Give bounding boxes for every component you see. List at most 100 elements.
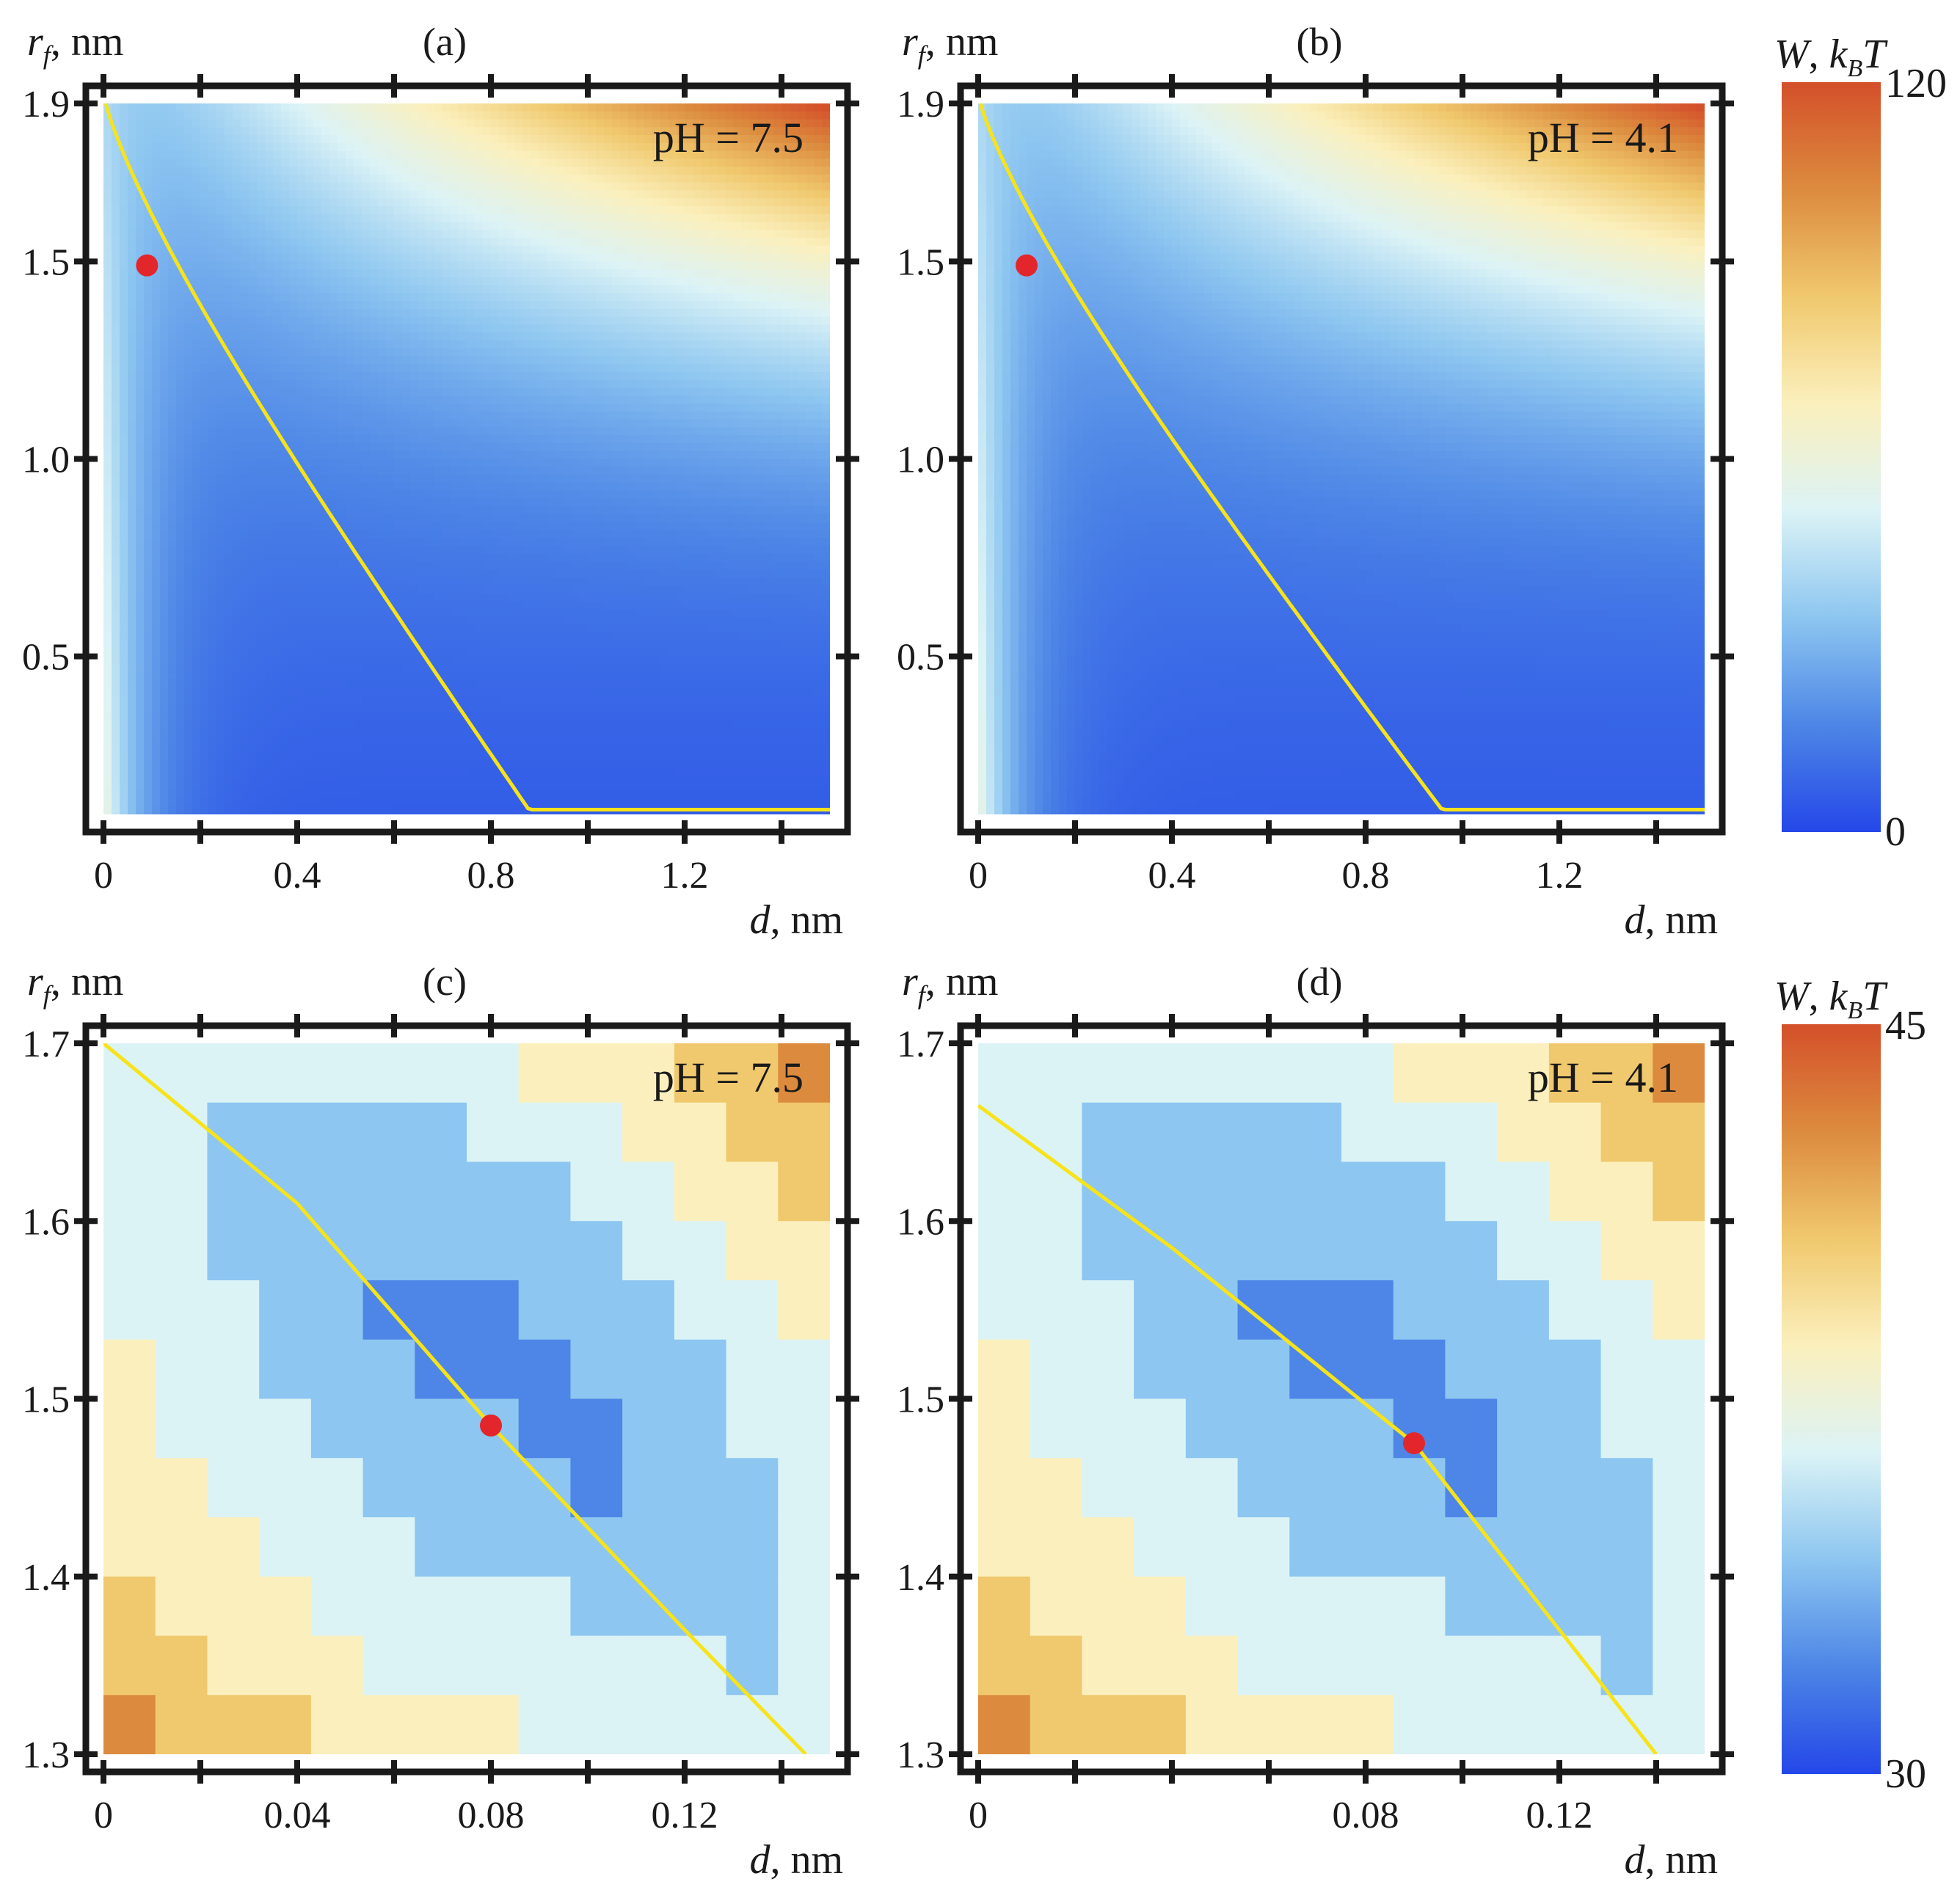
heatmap-cell [547, 261, 556, 270]
heatmap-cell [313, 230, 322, 238]
heatmap-cell [507, 442, 516, 452]
heatmap-cell [451, 379, 459, 389]
heatmap-cell [176, 759, 185, 768]
heatmap-cell [144, 214, 153, 223]
heatmap-cell [402, 577, 411, 586]
heatmap-cell [281, 411, 290, 420]
heatmap-cell [515, 340, 524, 349]
heatmap-cell [241, 641, 249, 649]
heatmap-cell [354, 387, 363, 397]
heatmap-cell [531, 506, 540, 515]
heatmap-cell [216, 174, 225, 183]
heatmap-cell [168, 467, 177, 475]
heatmap-cell [483, 103, 492, 112]
heatmap-cell [410, 158, 419, 167]
heatmap-cell [160, 459, 169, 468]
heatmap-cell [442, 404, 451, 412]
heatmap-cell [176, 664, 185, 673]
heatmap-cell [216, 324, 225, 334]
heatmap-cell [265, 585, 274, 594]
heatmap-cell [297, 585, 306, 594]
heatmap-cell [225, 269, 233, 278]
heatmap-cell [547, 277, 556, 286]
heatmap-cell [499, 687, 508, 697]
heatmap-cell [442, 751, 451, 760]
heatmap-cell [128, 704, 136, 712]
heatmap-cell [418, 205, 427, 215]
heatmap-cell [321, 269, 330, 278]
heatmap-cell [160, 419, 169, 428]
heatmap-cell [459, 308, 467, 318]
heatmap-cell [265, 577, 274, 586]
heatmap-cell [378, 593, 387, 602]
heatmap-cell [184, 214, 193, 223]
heatmap-cell [216, 459, 225, 468]
heatmap-cell [354, 238, 363, 247]
heatmap-cell [176, 751, 185, 760]
heatmap-cell [370, 538, 379, 547]
heatmap-cell [442, 490, 451, 500]
heatmap-cell [442, 632, 451, 641]
heatmap-cell [103, 158, 112, 167]
heatmap-cell [491, 545, 500, 555]
heatmap-cell [168, 238, 177, 247]
heatmap-cell [475, 806, 484, 814]
heatmap-cell [451, 158, 459, 167]
heatmap-cell [434, 387, 443, 397]
heatmap-cell [499, 238, 508, 247]
heatmap-cell [200, 372, 209, 381]
heatmap-cell [208, 269, 217, 278]
heatmap-cell [491, 624, 500, 634]
heatmap-cell [370, 293, 379, 302]
heatmap-cell [233, 301, 241, 310]
heatmap-cell [249, 782, 258, 792]
heatmap-cell [378, 167, 387, 175]
heatmap-cell [184, 506, 193, 515]
heatmap-cell [176, 427, 185, 436]
heatmap-cell [426, 293, 435, 302]
heatmap-cell [249, 601, 258, 610]
heatmap-cell [386, 316, 395, 326]
heatmap-cell [152, 379, 161, 389]
heatmap-cell [426, 214, 435, 223]
heatmap-cell [216, 806, 225, 814]
heatmap-cell [112, 664, 120, 673]
heatmap-cell [362, 198, 371, 207]
heatmap-cell [136, 356, 145, 365]
heatmap-cell [354, 664, 363, 673]
heatmap-cell [103, 616, 112, 626]
heatmap-cell [475, 641, 484, 649]
heatmap-cell [362, 514, 371, 523]
heatmap-cell [394, 775, 403, 784]
heatmap-cell [103, 395, 112, 404]
heatmap-cell [483, 545, 492, 555]
heatmap-cell [338, 459, 346, 468]
heatmap-cell [434, 182, 443, 191]
heatmap-cell [321, 103, 330, 112]
heatmap-cell [394, 150, 403, 160]
heatmap-cell [241, 506, 249, 515]
heatmap-cell [192, 356, 201, 365]
heatmap-cell [531, 340, 540, 349]
heatmap-cell [531, 530, 540, 539]
heatmap-cell [402, 427, 411, 436]
heatmap-cell [257, 624, 266, 634]
heatmap-cell [442, 743, 451, 752]
heatmap-cell [241, 585, 249, 594]
heatmap-cell [483, 411, 492, 420]
heatmap-cell [184, 364, 193, 373]
heatmap-cell [112, 332, 120, 341]
heatmap-cell [120, 127, 128, 136]
heatmap-cell [451, 514, 459, 523]
heatmap-cell [136, 735, 145, 744]
heatmap-cell [507, 798, 516, 808]
heatmap-cell [208, 538, 217, 547]
heatmap-cell [152, 712, 161, 720]
heatmap-cell [475, 127, 484, 136]
heatmap-cell [184, 759, 193, 768]
heatmap-cell [459, 719, 467, 729]
heatmap-cell [442, 641, 451, 649]
heatmap-cell [257, 498, 266, 507]
heatmap-cell [362, 205, 371, 215]
heatmap-cell [120, 704, 128, 712]
